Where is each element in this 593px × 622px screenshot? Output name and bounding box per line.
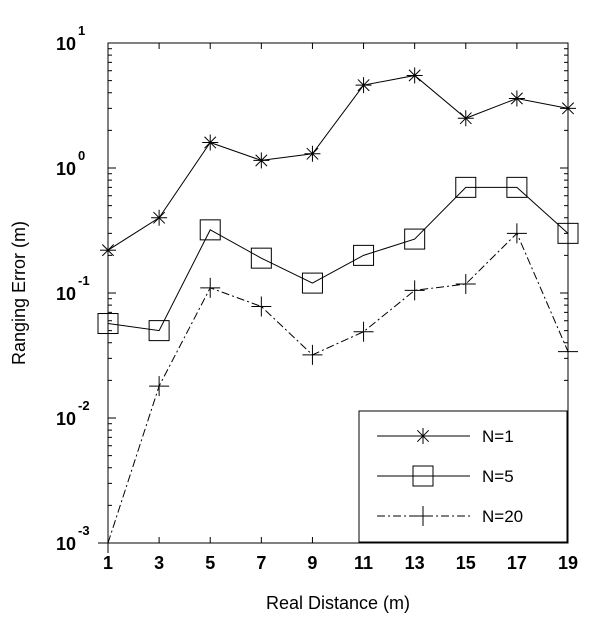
x-tick-label: 19 [558,553,578,573]
series-line [107,232,569,544]
x-tick-label: 13 [405,553,425,573]
square-marker [148,320,170,342]
plus-marker [98,533,118,553]
x-tick-label: 7 [256,553,266,573]
asterisk-marker [457,110,474,127]
y-tick-label: 10 [56,284,76,304]
asterisk-marker [355,77,372,94]
y-tick-label: 10 [56,159,76,179]
asterisk-marker [202,134,219,151]
plus-marker [353,321,374,342]
series-n20 [98,223,578,553]
y-tick-label: 10 [56,34,76,54]
series-n1 [100,67,576,259]
plus-marker [200,277,221,298]
asterisk-marker [508,90,525,107]
asterisk-marker [406,67,423,84]
x-tick-label: 5 [205,553,215,573]
plus-marker [455,274,476,295]
y-tick-exponent: 1 [78,23,85,38]
series-layer [97,67,579,553]
asterisk-marker [304,145,321,162]
plus-marker [302,344,323,365]
square-marker [506,176,528,198]
x-axis-title: Real Distance (m) [266,593,410,613]
asterisk-marker [253,152,270,169]
asterisk-marker [151,209,168,226]
y-tick-label: 10 [56,409,76,429]
x-tick-label: 17 [507,553,527,573]
series-line [107,186,569,332]
series-n5 [97,176,579,342]
plus-marker [506,223,527,244]
square-marker [557,222,579,244]
x-tick-label: 11 [354,553,373,573]
legend-item: N=20 [377,506,523,526]
asterisk-marker [415,428,431,444]
square-marker [250,247,272,269]
x-tick-label: 1 [103,553,113,573]
square-marker [199,219,221,241]
square-marker [412,465,434,487]
square-marker [97,313,119,335]
y-tick-exponent: 0 [78,148,85,163]
x-tick-label: 3 [154,553,164,573]
square-marker [353,244,375,266]
plus-marker [404,280,425,301]
legend-label: N=20 [482,507,523,526]
plus-marker [149,376,170,397]
square-marker [455,176,477,198]
legend-label: N=5 [482,467,514,486]
asterisk-marker [100,242,116,259]
x-tick-label: 15 [456,553,476,573]
legend-item: N=1 [377,427,514,446]
legend-item: N=5 [377,465,514,487]
asterisk-marker [560,100,576,117]
legend-label: N=1 [482,427,514,446]
y-tick-exponent: -3 [78,523,90,538]
y-tick-label: 10 [56,534,76,554]
x-tick-label: 9 [307,553,317,573]
y-axis-title: Ranging Error (m) [9,221,29,365]
plus-marker [413,506,433,526]
series-line [107,74,569,251]
plus-marker [251,296,272,317]
x-axis-ticks: 1 3 5 7 9 11 13 15 17 19 [103,43,578,573]
square-marker [404,228,426,250]
legend: N=1 N=5 N=20 [358,410,568,543]
legend-items: N=1 N=5 N=20 [377,427,523,526]
y-tick-exponent: -2 [78,398,90,413]
y-tick-exponent: -1 [78,273,90,288]
square-marker [301,272,323,294]
plus-marker [558,341,578,362]
